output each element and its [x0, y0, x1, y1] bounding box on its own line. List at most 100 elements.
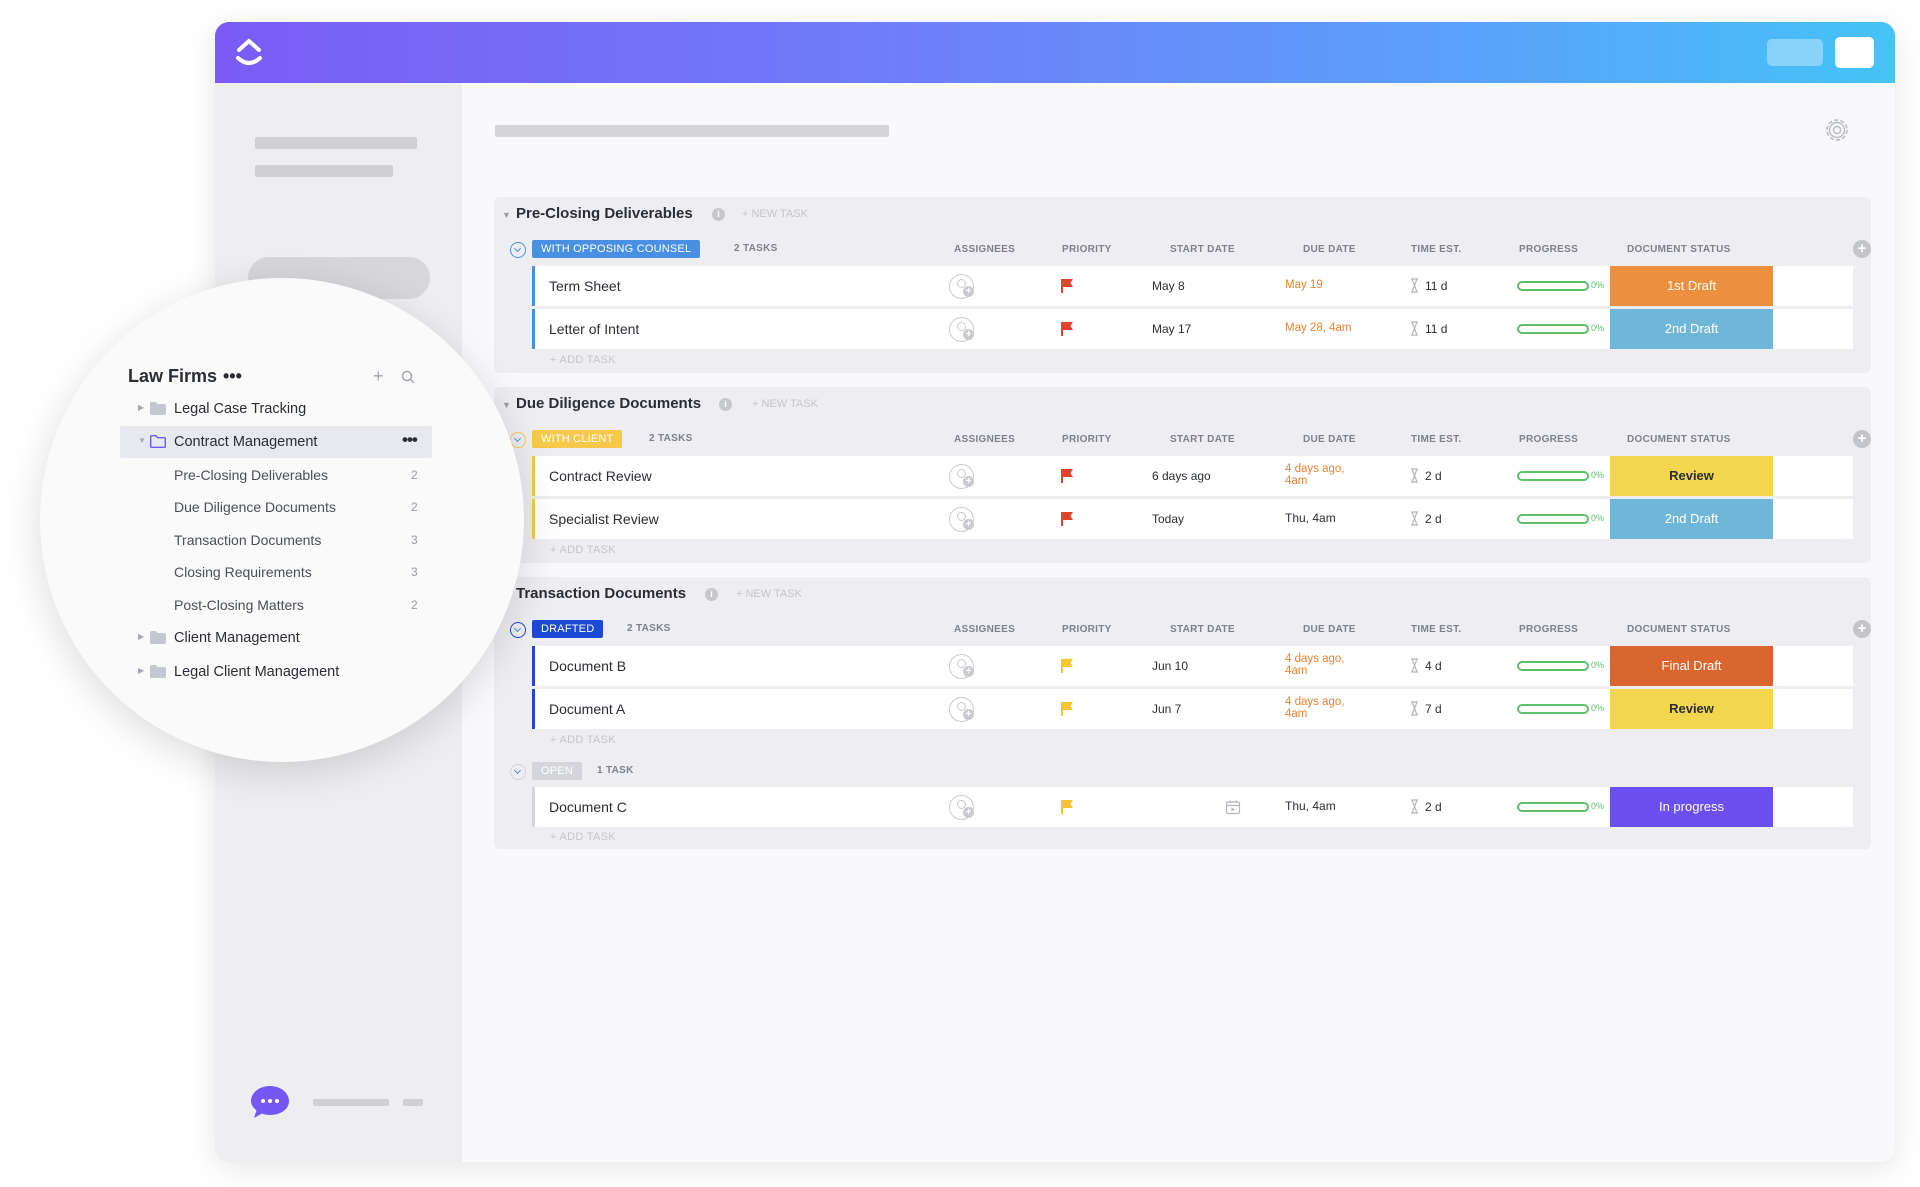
new-task-button[interactable]: + NEW TASK [736, 588, 802, 600]
new-task-button[interactable]: + NEW TASK [742, 208, 808, 220]
task-name[interactable]: Document B [549, 658, 627, 674]
sidebar-list-closing-requirements[interactable]: Closing Requirements [174, 564, 312, 580]
section-title[interactable]: Transaction Documents [516, 585, 687, 602]
document-status[interactable]: Final Draft [1610, 646, 1773, 686]
start-date[interactable]: May 8 [1152, 279, 1185, 293]
sidebar-list-transaction[interactable]: Transaction Documents [174, 532, 322, 548]
due-date[interactable]: Thu, 4am [1285, 799, 1336, 813]
caret-right-icon[interactable]: ▶ [138, 403, 145, 412]
column-start-date[interactable]: START DATE [1170, 624, 1235, 635]
column-start-date[interactable]: START DATE [1170, 434, 1235, 445]
time-estimate[interactable]: 2 d [1425, 512, 1442, 526]
folder-more-button[interactable]: ••• [402, 430, 418, 449]
flag-icon[interactable] [1060, 799, 1074, 815]
new-task-button[interactable]: + NEW TASK [752, 398, 818, 410]
due-date[interactable]: Thu, 4am [1285, 511, 1336, 525]
section-title[interactable]: Due Diligence Documents [516, 395, 702, 412]
group-toggle-icon[interactable] [510, 764, 526, 780]
add-column-button[interactable]: + [1853, 430, 1871, 448]
add-assignee-icon[interactable] [949, 654, 974, 679]
add-column-button[interactable]: + [1853, 240, 1871, 258]
flag-icon[interactable] [1060, 701, 1074, 717]
task-row[interactable]: Document A Jun 7 4 days ago,4am 7 d 0% R… [532, 689, 1853, 729]
add-assignee-icon[interactable] [949, 507, 974, 532]
due-date[interactable]: May 19 [1285, 279, 1323, 291]
status-badge[interactable]: OPEN [532, 762, 582, 780]
document-status[interactable]: Review [1610, 689, 1773, 729]
status-badge[interactable]: DRAFTED [532, 620, 604, 638]
add-task-button[interactable]: + ADD TASK [550, 734, 616, 746]
gear-icon[interactable] [1821, 114, 1853, 146]
column-priority[interactable]: PRIORITY [1062, 624, 1112, 635]
add-assignee-icon[interactable] [949, 317, 974, 342]
column-due-date[interactable]: DUE DATE [1303, 244, 1356, 255]
status-badge[interactable]: WITH CLIENT [532, 430, 623, 448]
start-date[interactable]: 6 days ago [1152, 469, 1211, 483]
column-progress[interactable]: PROGRESS [1519, 624, 1579, 635]
start-date[interactable]: Jun 10 [1152, 659, 1189, 673]
column-document-status[interactable]: DOCUMENT STATUS [1627, 624, 1731, 635]
flag-icon[interactable] [1060, 468, 1074, 484]
task-name[interactable]: Document A [549, 701, 626, 717]
topbar-button-secondary[interactable] [1835, 37, 1874, 68]
flag-icon[interactable] [1060, 321, 1074, 337]
due-date[interactable]: 4 days ago, 4am [1285, 653, 1344, 677]
add-assignee-icon[interactable] [949, 795, 974, 820]
add-assignee-icon[interactable] [949, 697, 974, 722]
section-title[interactable]: Pre-Closing Deliverables [516, 205, 693, 222]
add-task-button[interactable]: + ADD TASK [550, 354, 616, 366]
column-start-date[interactable]: START DATE [1170, 244, 1235, 255]
time-estimate[interactable]: 4 d [1425, 659, 1442, 673]
column-progress[interactable]: PROGRESS [1519, 244, 1579, 255]
column-assignees[interactable]: ASSIGNEES [954, 624, 1016, 635]
topbar-button[interactable] [1767, 39, 1823, 66]
task-row[interactable]: Contract Review 6 days ago 4 days ago,4a… [532, 456, 1853, 496]
sidebar-list-due-diligence[interactable]: Due Diligence Documents [174, 499, 336, 515]
add-task-button[interactable]: + ADD TASK [550, 544, 616, 556]
info-icon[interactable]: i [719, 398, 732, 411]
document-status[interactable]: In progress [1610, 787, 1773, 827]
caret-right-icon[interactable]: ▶ [138, 632, 145, 641]
column-priority[interactable]: PRIORITY [1062, 434, 1112, 445]
column-due-date[interactable]: DUE DATE [1303, 434, 1356, 445]
add-icon[interactable]: + [373, 366, 384, 386]
calendar-icon[interactable] [1225, 799, 1241, 815]
add-assignee-icon[interactable] [949, 464, 974, 489]
document-status[interactable]: 2nd Draft [1610, 499, 1773, 539]
column-document-status[interactable]: DOCUMENT STATUS [1627, 244, 1731, 255]
caret-down-icon[interactable]: ▼ [502, 400, 511, 410]
clickup-logo[interactable] [227, 30, 271, 74]
group-toggle-icon[interactable] [510, 622, 526, 638]
chat-bubble-icon[interactable] [248, 1083, 292, 1123]
sidebar-list-pre-closing[interactable]: Pre-Closing Deliverables [174, 467, 329, 483]
task-row[interactable]: Term Sheet May 8 May 19 11 d 0% 1st Draf… [532, 266, 1853, 306]
add-column-button[interactable]: + [1853, 620, 1871, 638]
task-name[interactable]: Term Sheet [549, 278, 621, 294]
time-estimate[interactable]: 2 d [1425, 800, 1442, 814]
task-name[interactable]: Specialist Review [549, 511, 659, 527]
flag-icon[interactable] [1060, 511, 1074, 527]
task-name[interactable]: Contract Review [549, 468, 652, 484]
column-priority[interactable]: PRIORITY [1062, 244, 1112, 255]
info-icon[interactable]: i [705, 588, 718, 601]
start-date[interactable]: Jun 7 [1152, 702, 1182, 716]
task-name[interactable]: Letter of Intent [549, 321, 640, 337]
flag-icon[interactable] [1060, 278, 1074, 294]
group-toggle-icon[interactable] [510, 242, 526, 258]
task-row[interactable]: Document C Thu, 4am 2 d 0% In progress [532, 787, 1853, 827]
info-icon[interactable]: i [712, 208, 725, 221]
column-time-est[interactable]: TIME EST. [1411, 244, 1462, 255]
column-assignees[interactable]: ASSIGNEES [954, 244, 1016, 255]
start-date[interactable]: Today [1152, 512, 1185, 526]
column-progress[interactable]: PROGRESS [1519, 434, 1579, 445]
time-estimate[interactable]: 11 d [1425, 322, 1448, 336]
document-status[interactable]: Review [1610, 456, 1773, 496]
column-time-est[interactable]: TIME EST. [1411, 624, 1462, 635]
sidebar-list-post-closing[interactable]: Post-Closing Matters [174, 597, 304, 613]
task-row[interactable]: Specialist Review Today Thu, 4am 2 d 0% … [532, 499, 1853, 539]
caret-down-icon[interactable]: ▼ [138, 436, 146, 445]
caret-right-icon[interactable]: ▶ [138, 666, 145, 675]
column-due-date[interactable]: DUE DATE [1303, 624, 1356, 635]
caret-down-icon[interactable]: ▼ [502, 210, 511, 220]
column-assignees[interactable]: ASSIGNEES [954, 434, 1016, 445]
